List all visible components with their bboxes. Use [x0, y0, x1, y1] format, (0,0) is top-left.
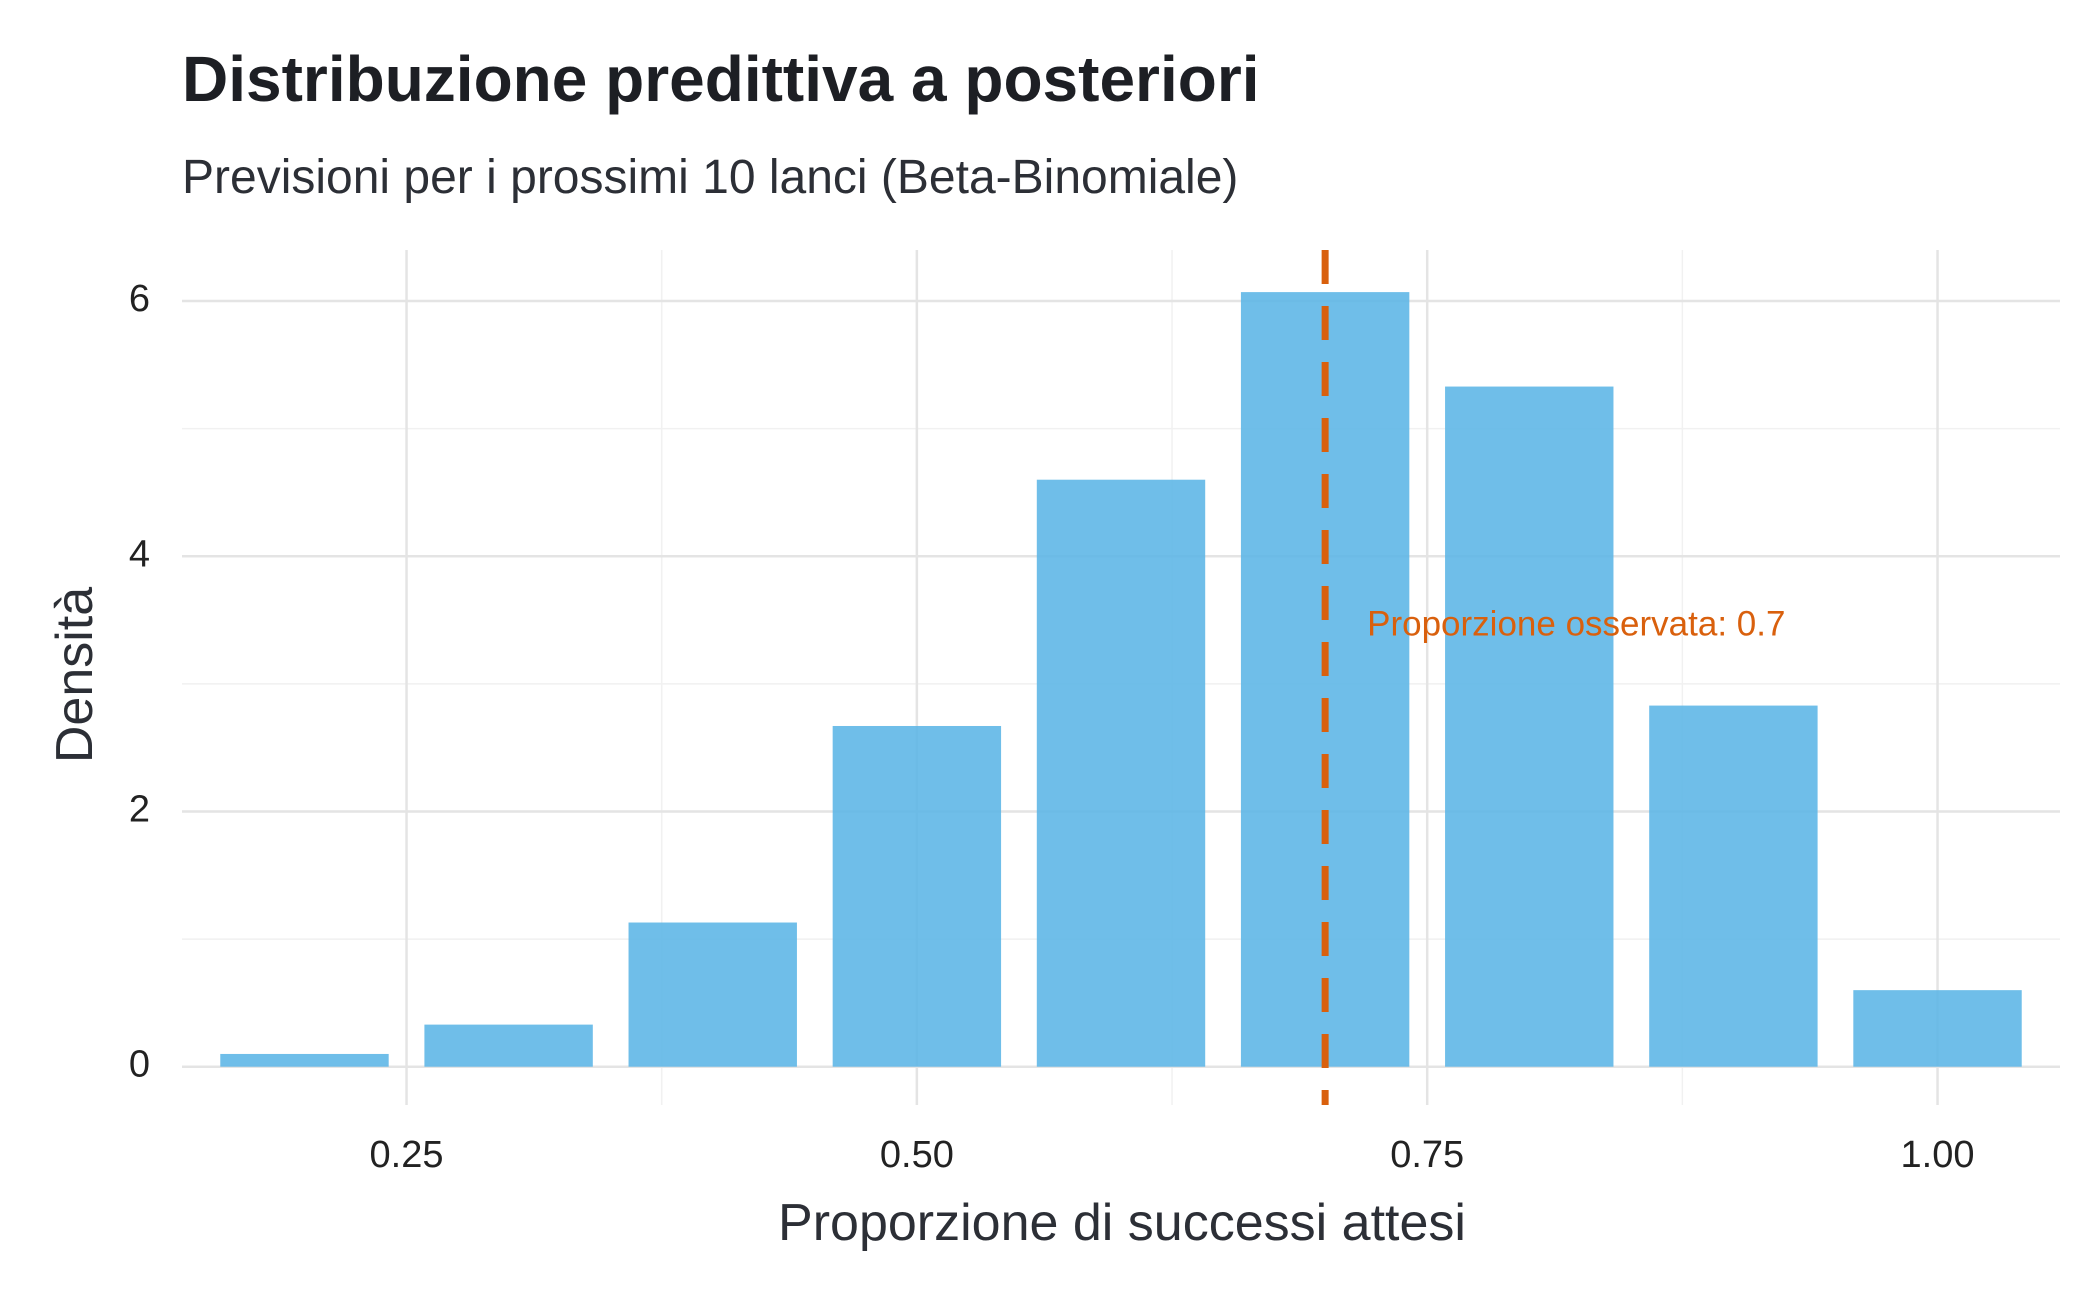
x-axis-title: Proporzione di successi attesi	[778, 1194, 1466, 1252]
y-axis-title: Densità	[46, 587, 104, 763]
y-tick-label: 4	[129, 533, 150, 575]
y-tick-label: 0	[129, 1044, 150, 1086]
histogram-bar	[220, 1053, 389, 1067]
reference-line-label: Proporzione osservata: 0.7	[1367, 605, 1785, 644]
reference-layer: Proporzione osservata: 0.7	[1321, 250, 1785, 1105]
histogram-bar	[1445, 386, 1614, 1067]
histogram-bar	[424, 1024, 593, 1067]
histogram-bar	[832, 725, 1002, 1067]
x-tick-label: 0.25	[370, 1134, 444, 1176]
histogram-bar	[1649, 705, 1818, 1067]
histogram-bar	[628, 922, 797, 1067]
x-tick-label: 0.50	[880, 1134, 954, 1176]
histogram-bars	[220, 292, 2022, 1067]
y-tick-label: 2	[129, 789, 150, 831]
chart-title: Distribuzione predittiva a posteriori	[182, 43, 1260, 115]
histogram-bar	[1036, 479, 1206, 1067]
tick-labels: 0.25 0.50 0.75 1.00 0 2 4 6	[129, 278, 1975, 1176]
histogram-bar	[1853, 990, 2022, 1067]
y-tick-label: 6	[129, 278, 150, 320]
chart-subtitle: Previsioni per i prossimi 10 lanci (Beta…	[182, 151, 1239, 204]
x-tick-label: 1.00	[1901, 1134, 1975, 1176]
x-tick-label: 0.75	[1390, 1134, 1464, 1176]
